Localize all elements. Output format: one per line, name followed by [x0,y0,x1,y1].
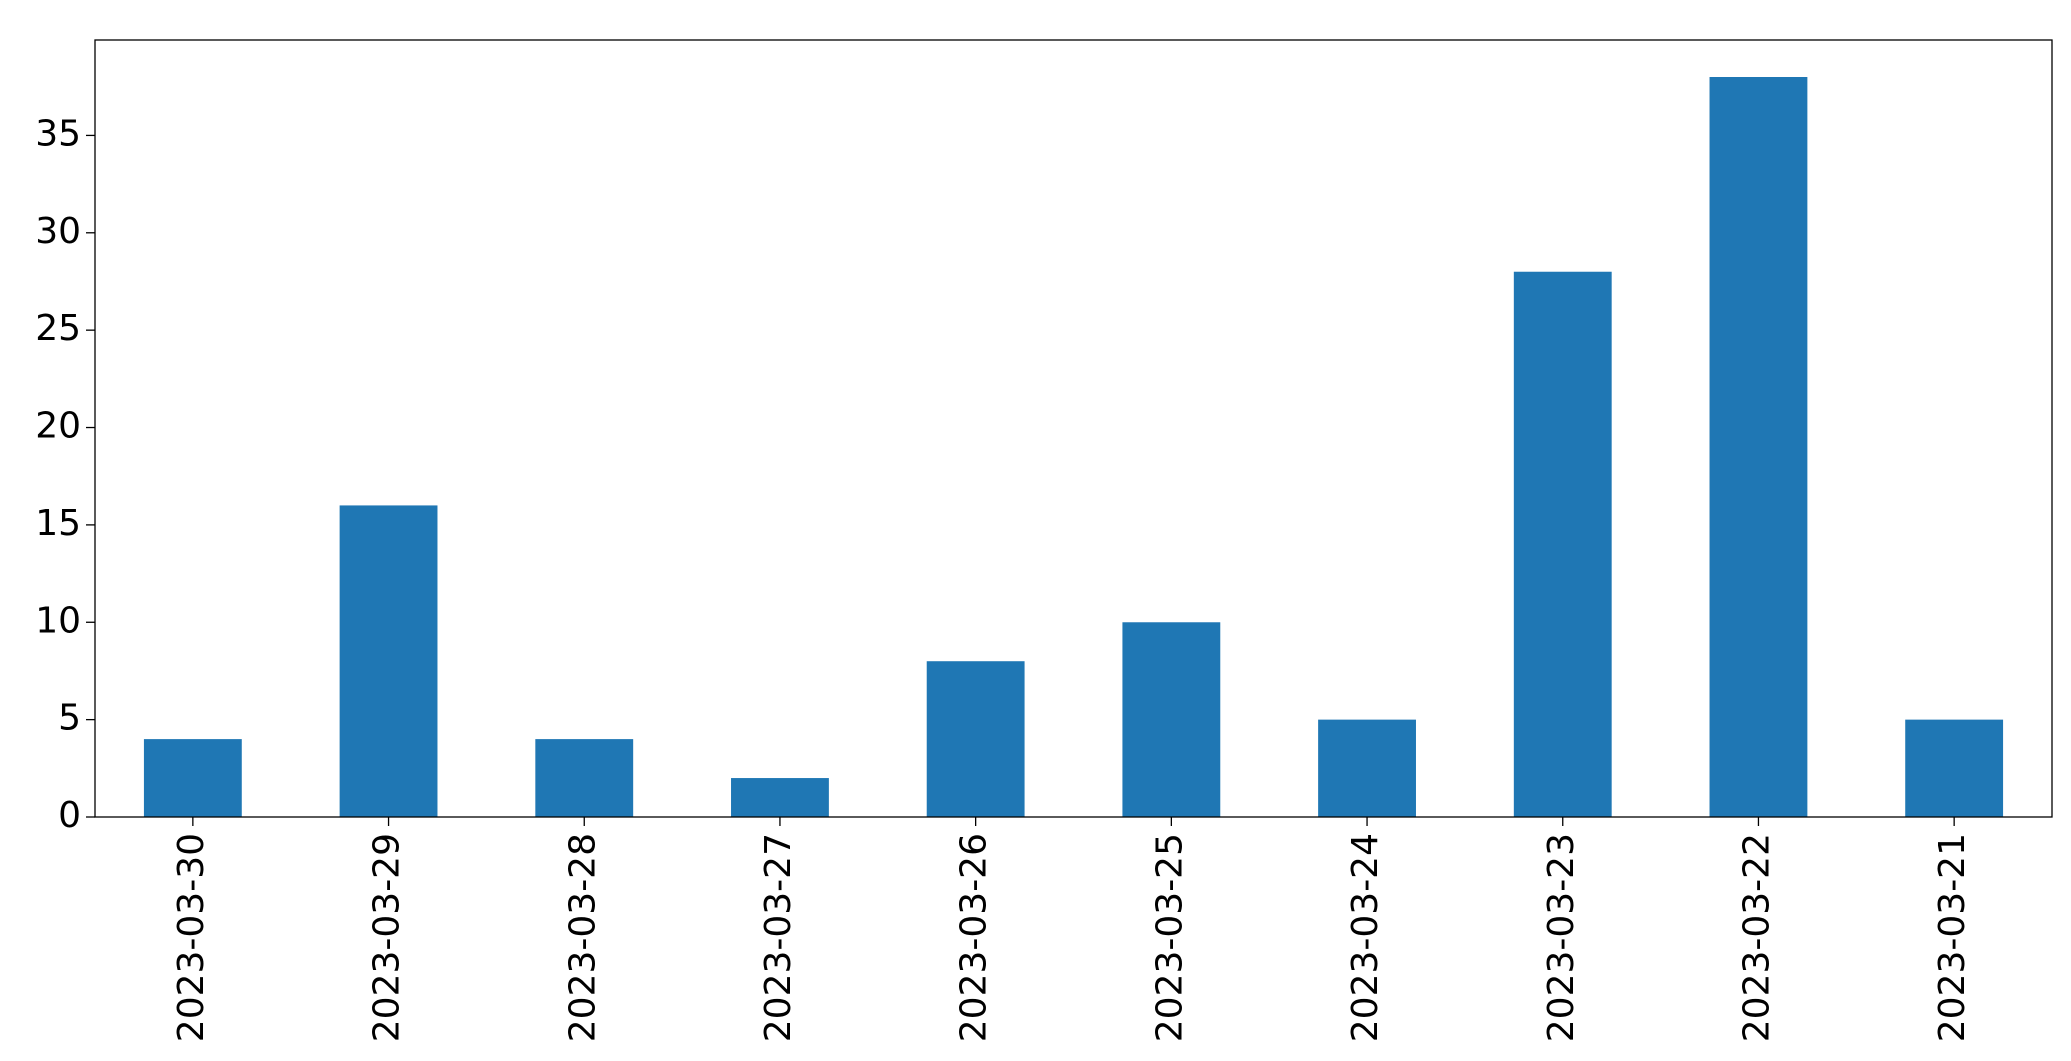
y-tick-label: 25 [35,308,81,349]
bar [1709,77,1808,817]
x-tick-label: 2023-03-23 [1541,833,1582,1042]
bar [731,778,829,817]
bar [143,739,242,817]
x-tick-label: 2023-03-30 [171,833,212,1042]
plot-frame [94,39,2053,818]
bar [926,661,1025,817]
x-tick-label: 2023-03-24 [1345,833,1386,1042]
y-tick-label: 35 [35,113,81,154]
bar [1318,719,1416,817]
y-tick-label: 20 [35,406,81,447]
bar [1905,719,2004,817]
y-tick-label: 30 [35,211,81,252]
bar [1122,622,1221,817]
y-tick-label: 5 [58,698,81,739]
y-tick-label: 15 [35,503,81,544]
x-tick-label: 2023-03-27 [758,833,799,1042]
bar [535,739,634,817]
x-tick-label: 2023-03-26 [954,833,995,1042]
bar [339,505,438,817]
x-tick-label: 2023-03-21 [1932,833,1973,1042]
x-tick-label: 2023-03-28 [562,833,603,1042]
y-tick-label: 0 [58,795,81,836]
y-tick-label: 10 [35,600,81,641]
bar [1513,271,1612,818]
x-tick-label: 2023-03-22 [1736,833,1777,1042]
x-tick-label: 2023-03-25 [1149,833,1190,1042]
x-tick-label: 2023-03-29 [367,833,408,1042]
